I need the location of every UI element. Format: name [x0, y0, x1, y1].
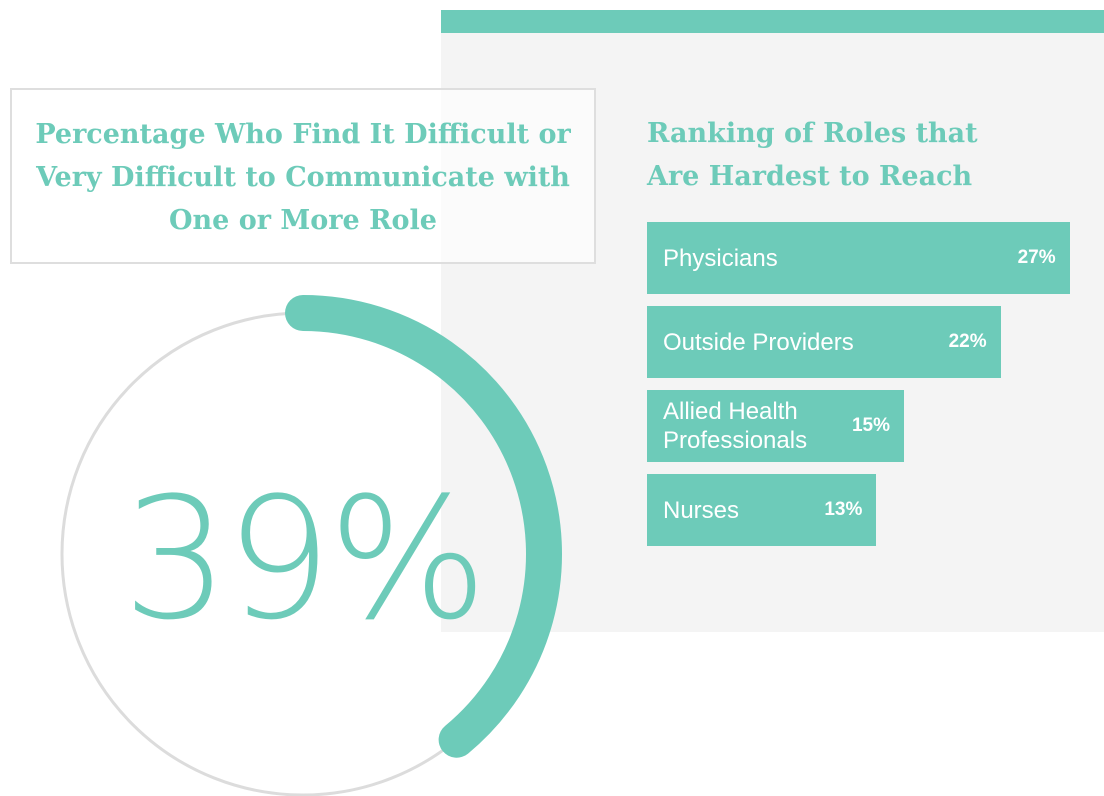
- bar: Nurses 13%: [647, 474, 877, 546]
- gauge-arc: [285, 295, 562, 758]
- bar: Physicians 27%: [647, 222, 1070, 294]
- bar: Allied Health Professionals 15%: [647, 390, 904, 462]
- bar-value-label: 22%: [948, 331, 987, 352]
- gauge-title: Percentage Who Find It Difficult or Very…: [10, 88, 596, 264]
- bar-category-label: Outside Providers: [663, 328, 854, 356]
- bar-value-label: 27%: [1017, 247, 1056, 268]
- bar-category-label: Physicians: [663, 244, 778, 272]
- bar-chart-title: Ranking of Roles that Are Hardest to Rea…: [647, 118, 978, 192]
- bar: Outside Providers 22%: [647, 306, 1001, 378]
- bar-category-label: Allied Health Professionals: [663, 398, 808, 454]
- bar-value-label: 15%: [851, 415, 890, 436]
- bar-category-label: Nurses: [663, 496, 740, 524]
- bar-value-label: 13%: [824, 499, 863, 520]
- panel-header-bar: [441, 10, 1104, 33]
- gauge-value-label: 39%: [122, 461, 487, 657]
